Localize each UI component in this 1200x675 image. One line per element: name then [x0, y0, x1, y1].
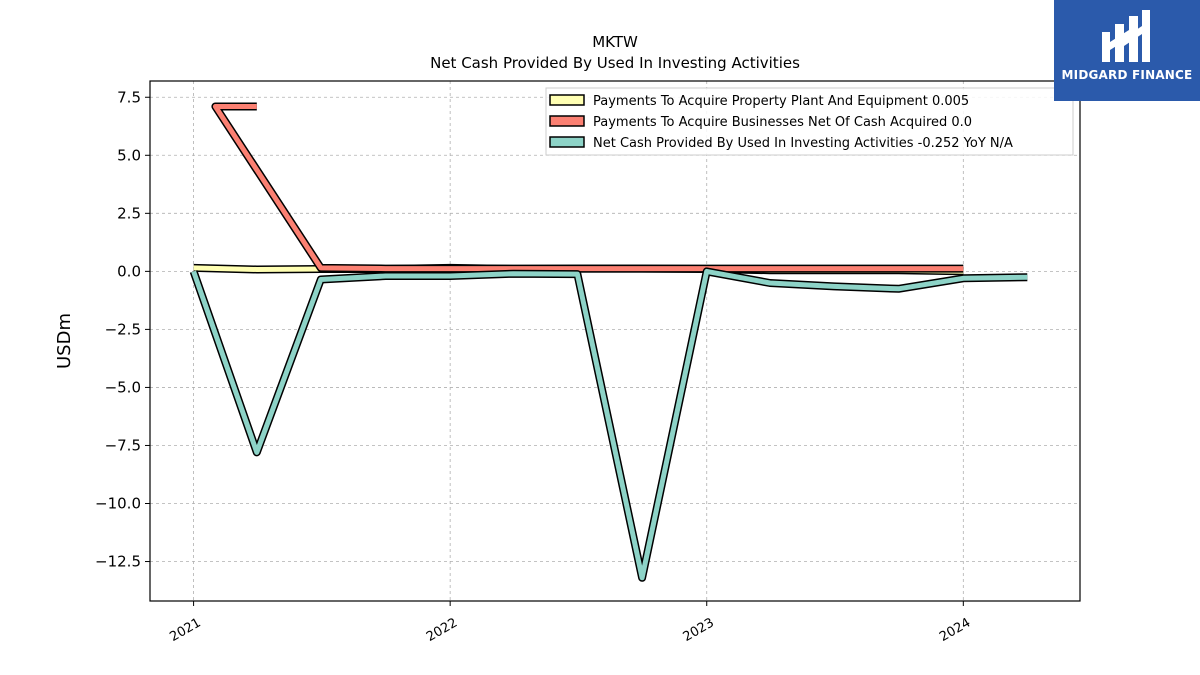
y-tick-label: 2.5 [117, 204, 141, 222]
y-tick-label: −12.5 [95, 553, 141, 571]
logo-mark-icon [1102, 10, 1150, 62]
legend-label: Payments To Acquire Property Plant And E… [593, 94, 969, 109]
legend-swatch [549, 136, 585, 148]
legend-swatch [549, 94, 585, 106]
chart-title: MKTW [592, 33, 638, 51]
x-axis: 2021 2022 2023 2024 [167, 601, 973, 645]
y-tick-label: 0.0 [117, 262, 141, 280]
series-line [212, 104, 964, 272]
midgard-finance-logo: MIDGARD FINANCE [1054, 0, 1200, 101]
legend-label: Net Cash Provided By Used In Investing A… [593, 136, 1013, 151]
legend-box [545, 87, 1074, 156]
y-axis: 7.5 5.0 2.5 0.0 −2.5 −5.0 −7.5 −10.0 −12.5 [95, 88, 150, 571]
legend-swatch [549, 115, 585, 127]
plot-frame [149, 80, 1081, 602]
y-tick-label: −10.0 [95, 495, 141, 513]
logo-text: MIDGARD FINANCE [1061, 68, 1193, 82]
y-tick-label: −7.5 [105, 436, 141, 454]
x-tick-label: 2023 [681, 615, 717, 645]
y-axis-label: USDm [54, 313, 75, 369]
legend: Payments To Acquire Property Plant And E… [545, 87, 1074, 156]
y-tick-label: −5.0 [105, 378, 141, 396]
chart-subtitle: Net Cash Provided By Used In Investing A… [430, 54, 800, 72]
grid [150, 81, 1080, 601]
series-layer [189, 102, 1028, 582]
series-line [191, 268, 1028, 581]
y-tick-label: 5.0 [117, 146, 141, 164]
legend-label: Payments To Acquire Businesses Net Of Ca… [593, 115, 972, 130]
x-tick-label: 2022 [424, 615, 460, 645]
x-tick-label: 2021 [167, 615, 203, 645]
x-tick-label: 2024 [937, 615, 973, 645]
y-tick-label: −2.5 [105, 320, 141, 338]
y-tick-label: 7.5 [117, 88, 141, 106]
